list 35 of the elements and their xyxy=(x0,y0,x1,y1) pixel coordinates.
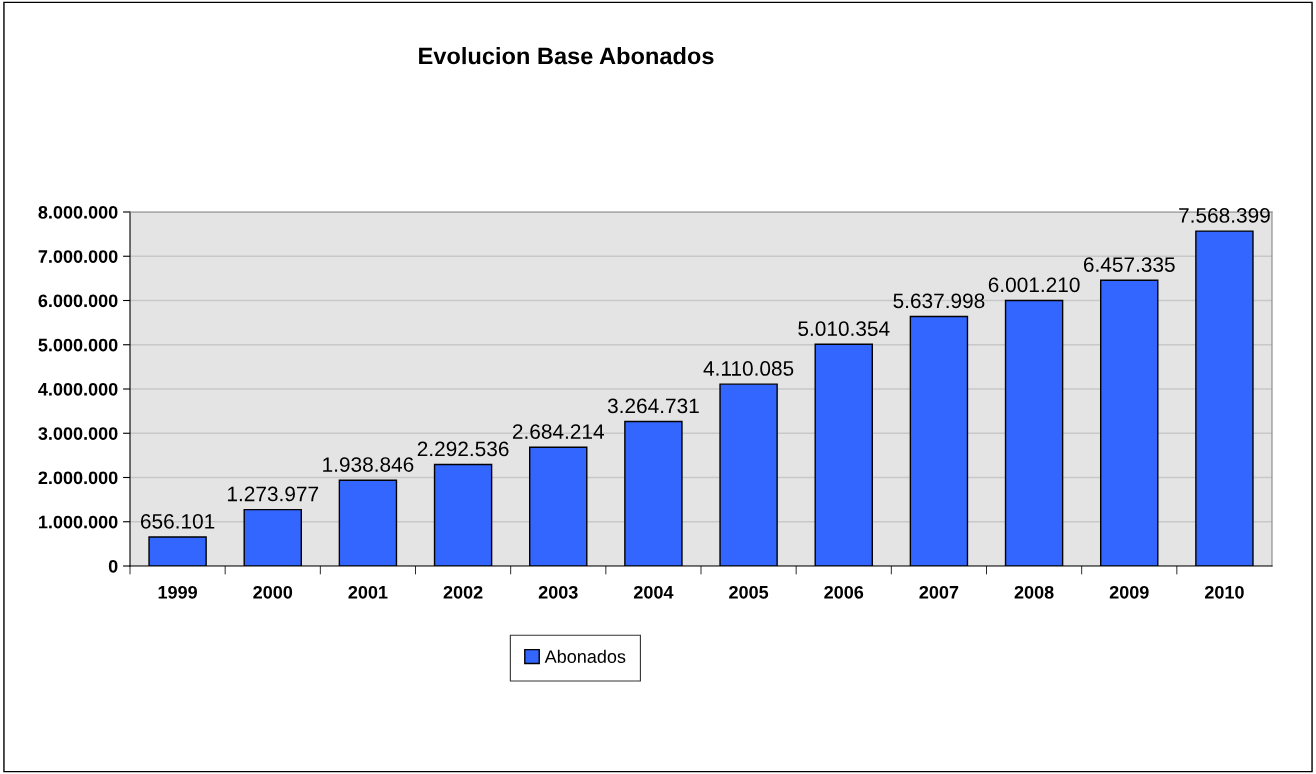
x-tick-label: 2001 xyxy=(348,585,388,599)
y-tick-label: 8.000.000 xyxy=(38,205,118,219)
data-label: 2.292.536 xyxy=(417,441,509,457)
x-tick-label: 1999 xyxy=(158,585,197,599)
y-tick-label: 3.000.000 xyxy=(38,427,118,440)
x-tick-label: 2004 xyxy=(633,585,674,599)
data-label: 7.568.399 xyxy=(1179,208,1270,223)
x-tick-label: 2009 xyxy=(1109,585,1149,599)
data-label: 656.101 xyxy=(140,513,215,529)
data-label: 1.938.846 xyxy=(323,457,414,472)
data-label: 4.110.085 xyxy=(703,361,794,376)
data-label: 5.637.998 xyxy=(893,293,985,309)
y-tick-label: 1.000.000 xyxy=(39,515,118,529)
x-tick-label: 2007 xyxy=(919,585,959,599)
x-tick-label: 2003 xyxy=(538,585,578,599)
x-tick-label: 2006 xyxy=(824,585,864,599)
x-tick-label: 2005 xyxy=(729,585,769,599)
legend-label: Abonados xyxy=(544,649,626,664)
x-tick-label: 2010 xyxy=(1204,585,1244,599)
data-label: 6.001.210 xyxy=(988,277,1080,293)
data-label: 5.010.354 xyxy=(798,321,890,337)
data-label: 1.273.977 xyxy=(228,486,319,502)
y-tick-label: 4.000.000 xyxy=(38,382,118,396)
x-tick-label: 2002 xyxy=(443,585,483,599)
x-tick-label: 2000 xyxy=(253,585,293,599)
y-tick-label: 6.000.000 xyxy=(38,294,118,308)
x-tick-label: 2008 xyxy=(1014,585,1054,599)
y-tick-label: 5.000.000 xyxy=(38,338,118,352)
data-label: 6.457.335 xyxy=(1083,257,1175,272)
data-label: 2.684.214 xyxy=(512,424,604,439)
y-tick-label: 7.000.000 xyxy=(38,250,118,263)
y-tick-label: 2.000.000 xyxy=(38,471,118,485)
chart-title: Evolucion Base Abonados xyxy=(419,47,714,65)
y-tick-label: 0 xyxy=(108,559,118,573)
data-label: 3.264.731 xyxy=(607,398,699,414)
